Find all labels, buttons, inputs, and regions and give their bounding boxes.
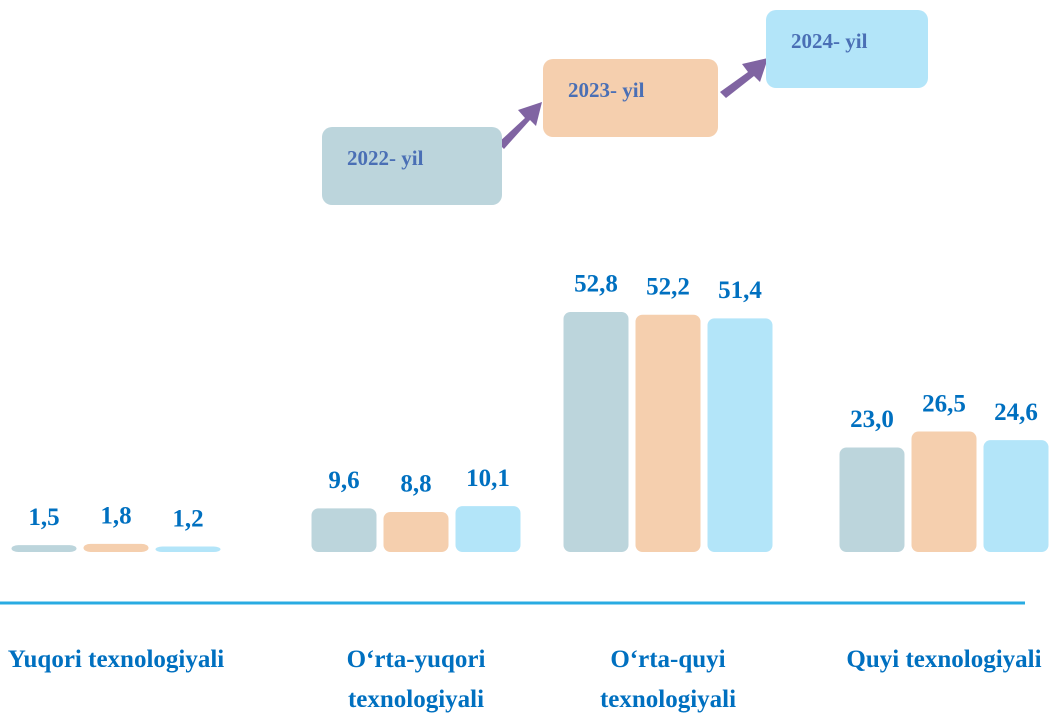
bar — [635, 314, 701, 552]
legend-box — [543, 59, 718, 137]
value-label: 24,6 — [994, 399, 1038, 426]
bar — [707, 318, 773, 552]
category-label: O‘rta-quyi texnologiyali — [599, 646, 737, 713]
legend-label: 2023- yil — [568, 78, 645, 102]
legend-label: 2022- yil — [347, 146, 424, 170]
bar — [155, 546, 221, 552]
value-label: 1,5 — [28, 504, 59, 531]
bar — [911, 431, 977, 552]
legend-arrow — [720, 58, 768, 98]
value-label: 52,8 — [574, 271, 618, 298]
bar — [563, 312, 629, 552]
value-label: 1,8 — [100, 503, 131, 530]
value-label: 26,5 — [922, 390, 966, 417]
category-label: Quyi texnologiyali — [846, 646, 1042, 673]
value-label: 52,2 — [646, 273, 690, 300]
category-label: Yuqori texnologiyali — [7, 646, 225, 673]
bar — [83, 543, 149, 552]
legend-arrow — [498, 102, 542, 149]
bar — [311, 508, 377, 552]
value-label: 10,1 — [466, 465, 510, 492]
value-label: 23,0 — [850, 406, 894, 433]
value-label: 1,2 — [172, 505, 203, 532]
bar — [983, 440, 1049, 552]
value-label: 8,8 — [400, 471, 431, 498]
legend-box — [766, 10, 928, 88]
bar — [383, 512, 449, 552]
bar — [839, 447, 905, 552]
category-label: O‘rta-yuqori texnologiyali — [346, 646, 486, 713]
value-label: 9,6 — [328, 467, 359, 494]
value-label: 51,4 — [718, 277, 762, 304]
legend-box — [322, 127, 502, 205]
bar — [11, 545, 77, 552]
bar — [455, 506, 521, 552]
legend-label: 2024- yil — [791, 29, 868, 53]
